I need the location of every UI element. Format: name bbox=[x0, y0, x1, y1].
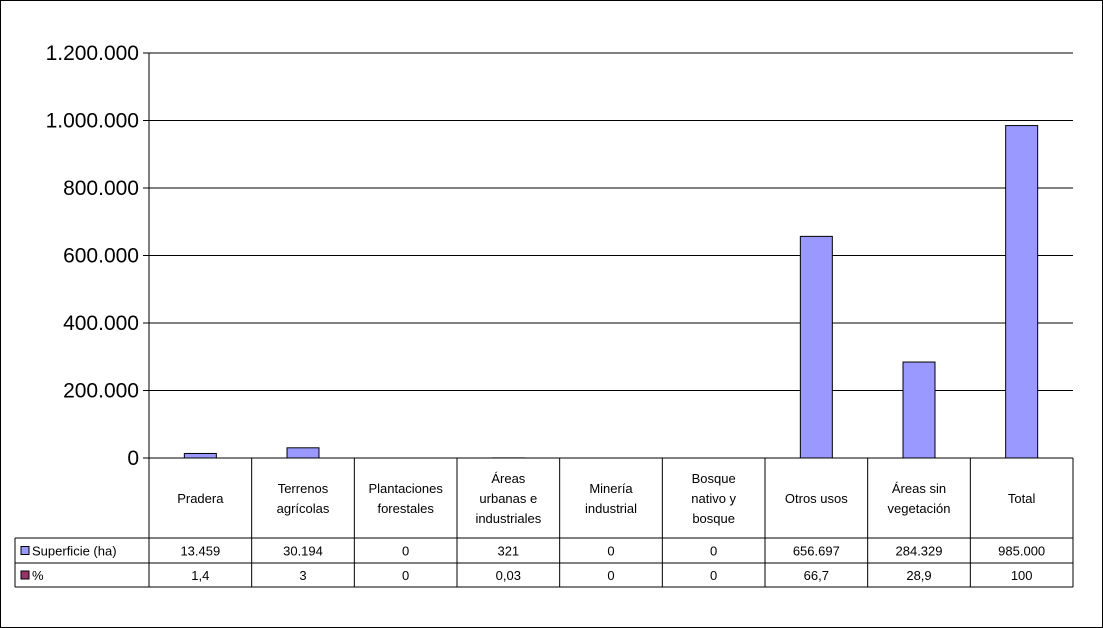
legend-label: Superficie (ha) bbox=[32, 544, 117, 559]
data-table-cell: 66,7 bbox=[804, 568, 829, 583]
data-table-cell: 656.697 bbox=[793, 544, 840, 559]
data-table-cell: 3 bbox=[299, 568, 306, 583]
bar bbox=[286, 447, 320, 459]
y-tick-label: 0 bbox=[127, 447, 139, 470]
category-label: Terrenos agrícolas bbox=[277, 481, 330, 516]
data-table-cell: 30.194 bbox=[283, 544, 323, 559]
data-table-cell: 0 bbox=[710, 568, 717, 583]
data-table-cell: 0 bbox=[402, 544, 409, 559]
category-label: Bosque nativo y bosque bbox=[691, 471, 736, 526]
category-label: Minería industrial bbox=[585, 481, 637, 516]
y-tick-label: 600.000 bbox=[63, 245, 139, 268]
data-table-cell: 321 bbox=[497, 544, 519, 559]
legend-key bbox=[20, 570, 30, 580]
data-table-cell: 0,03 bbox=[496, 568, 521, 583]
category-label: Áreas sin vegetación bbox=[888, 481, 951, 516]
data-table-cell: 13.459 bbox=[180, 544, 220, 559]
y-tick-label: 200.000 bbox=[63, 380, 139, 403]
legend-label: % bbox=[32, 568, 44, 583]
bar bbox=[183, 452, 217, 459]
bar bbox=[902, 361, 936, 459]
y-tick-label: 400.000 bbox=[63, 312, 139, 335]
data-table-cell: 28,9 bbox=[906, 568, 931, 583]
data-table-cell: 100 bbox=[1011, 568, 1033, 583]
category-label: Áreas urbanas e industriales bbox=[475, 471, 541, 526]
y-tick-label: 800.000 bbox=[63, 177, 139, 200]
data-table-cell: 284.329 bbox=[896, 544, 943, 559]
category-label: Plantaciones forestales bbox=[368, 481, 443, 516]
category-label: Otros usos bbox=[785, 491, 848, 506]
category-label: Pradera bbox=[177, 491, 224, 506]
y-tick-label: 1.000.000 bbox=[46, 110, 139, 133]
data-table-cell: 0 bbox=[402, 568, 409, 583]
category-label: Total bbox=[1008, 491, 1036, 506]
data-table-cell: 0 bbox=[710, 544, 717, 559]
bar bbox=[1005, 125, 1039, 459]
data-table-cell: 0 bbox=[607, 568, 614, 583]
data-table-cell: 0 bbox=[607, 544, 614, 559]
data-table-cell: 985.000 bbox=[998, 544, 1045, 559]
data-table-cell: 1,4 bbox=[191, 568, 209, 583]
y-tick-label: 1.200.000 bbox=[46, 42, 139, 65]
legend-key bbox=[20, 546, 30, 555]
bar bbox=[799, 235, 833, 459]
